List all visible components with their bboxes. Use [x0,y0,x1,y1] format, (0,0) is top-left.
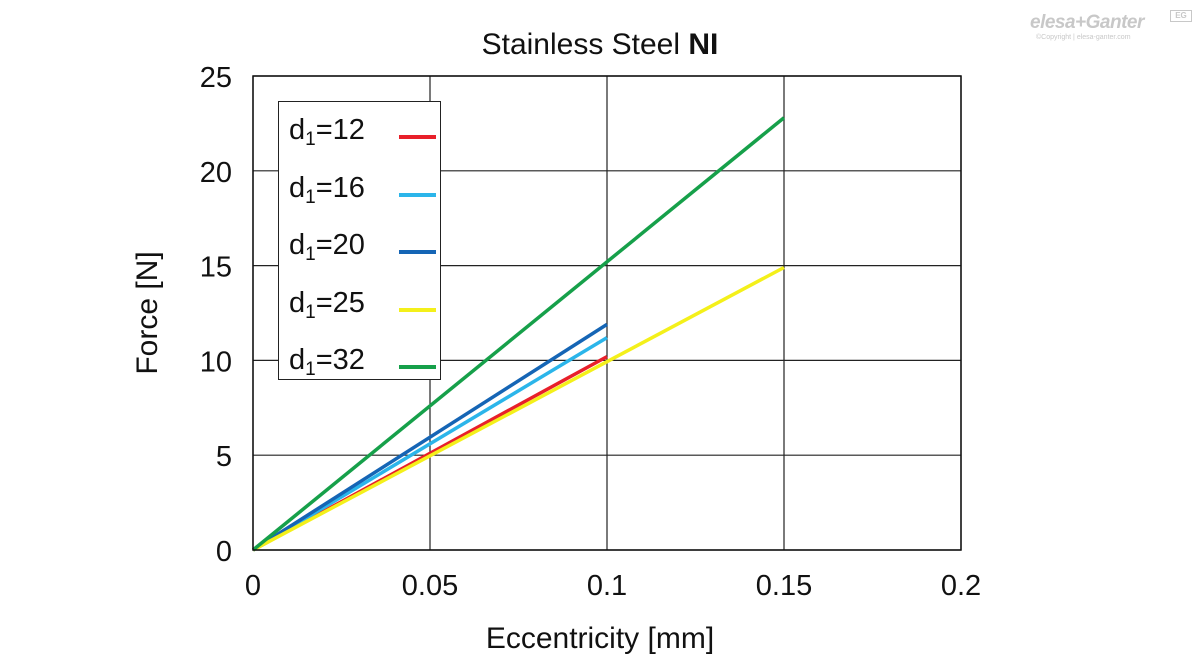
series-line-16 [252,336,608,552]
logo: elesa+Ganter EG ©Copyright | elesa-gante… [1030,6,1198,46]
tick-labels: 0 0.05 0.1 0.15 0.2 0 5 10 15 20 25 [200,62,981,602]
legend-swatch [399,365,436,369]
legend-label: d1=32 [289,344,365,380]
x-tick-label: 0.15 [756,570,812,602]
y-tick-label: 20 [200,157,232,189]
legend-item: d1=25 [289,287,439,323]
legend-label: d1=12 [289,114,365,150]
legend-item: d1=12 [289,114,439,150]
series-line-25 [252,265,785,552]
plot-frame [252,75,962,551]
x-axis-label: Eccentricity [mm] [485,622,715,655]
legend-item: d1=16 [289,172,439,208]
y-axis-label: Force [N] [131,251,164,375]
x-tick-label: 0.1 [587,570,627,602]
logo-copyright: ©Copyright | elesa-ganter.com [1036,34,1131,41]
legend-item: d1=32 [289,344,439,380]
series-lines [251,116,786,552]
chart-title-bold: NI [688,28,719,61]
x-tick-label: 0.05 [402,570,458,602]
legend-label: d1=16 [289,171,365,208]
chart-title: Stainless Steel NI [0,28,1200,62]
y-tick-label: 15 [200,252,232,284]
y-tick-label: 0 [216,536,232,568]
y-tick-label: 10 [200,346,232,378]
series-line-32 [251,116,786,552]
legend-label: d1=20 [289,229,365,265]
legend-swatch [399,192,436,197]
logo-badge: EG [1170,10,1192,22]
x-tick-label: 0 [245,570,261,602]
legend-swatch [399,250,436,254]
y-tick-label: 5 [216,441,232,473]
legend: d1=12 d1=16 d1=20 d1=25 d1=32 [278,101,441,380]
legend-swatch [399,135,436,139]
logo-wordmark: elesa+Ganter [1030,12,1144,33]
legend-item: d1=20 [289,229,439,265]
chart-title-text: Stainless Steel [481,28,681,61]
legend-label: d1=25 [289,286,365,323]
legend-swatch [399,307,436,312]
y-tick-label: 25 [200,62,232,94]
series-line-20 [252,322,608,552]
x-tick-label: 0.2 [941,570,981,602]
